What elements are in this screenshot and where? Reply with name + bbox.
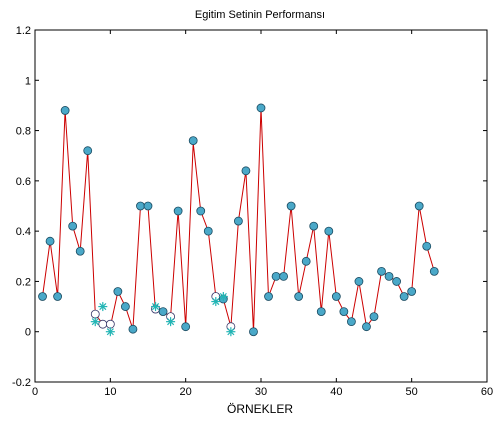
circle-marker xyxy=(392,277,402,286)
circle-marker xyxy=(60,106,70,115)
circle-marker xyxy=(346,317,356,327)
circle-marker xyxy=(173,206,183,216)
x-tick-label: 20 xyxy=(180,386,192,398)
circle-marker xyxy=(264,292,273,301)
circle-marker xyxy=(384,271,394,281)
circle-marker xyxy=(188,136,198,146)
circle-marker xyxy=(203,226,213,236)
x-tick-label: 40 xyxy=(330,386,342,398)
circle-marker xyxy=(256,103,266,113)
x-tick-label: 60 xyxy=(481,386,493,398)
circle-marker xyxy=(38,292,47,301)
circle-marker xyxy=(316,307,326,317)
y-tick-label: 0.2 xyxy=(16,276,31,288)
star-marker xyxy=(98,302,108,312)
y-tick-label: 0.8 xyxy=(16,126,31,138)
circle-marker xyxy=(98,319,108,329)
star-marker xyxy=(105,327,115,337)
circle-marker xyxy=(181,322,191,332)
y-tick-label: 0 xyxy=(25,327,31,339)
circle-marker xyxy=(196,206,206,216)
y-tick-label: 0.4 xyxy=(16,226,31,238)
circle-marker xyxy=(105,319,115,329)
x-tick-label: 10 xyxy=(104,386,116,398)
circle-marker xyxy=(309,221,319,231)
y-tick-label: 0.6 xyxy=(16,176,31,188)
circle-marker xyxy=(249,327,258,337)
circle-marker xyxy=(128,324,138,334)
x-tick-label: 0 xyxy=(32,386,38,398)
circle-marker xyxy=(429,266,439,276)
x-tick-label: 50 xyxy=(406,386,418,398)
circle-marker xyxy=(286,201,296,211)
circle-marker xyxy=(414,201,424,211)
circle-marker xyxy=(45,236,55,246)
circle-marker xyxy=(233,216,243,226)
star-marker xyxy=(151,302,161,312)
star-marker xyxy=(226,327,236,337)
chart-title: Egitim Setinin Performansı xyxy=(195,9,325,21)
star-markers-group xyxy=(90,292,236,337)
circle-marker xyxy=(271,271,281,281)
circle-marker xyxy=(377,266,386,276)
circle-marker xyxy=(422,241,432,251)
circle-marker xyxy=(301,256,311,266)
x-axis-ticks: 0 10 20 30 40 50 60 xyxy=(32,30,493,398)
circle-marker xyxy=(294,292,304,301)
circle-marker xyxy=(68,221,78,231)
circle-marker xyxy=(354,277,364,286)
circle-marker xyxy=(339,307,349,317)
star-marker xyxy=(166,317,176,327)
y-tick-label: -0.2 xyxy=(12,377,31,389)
y-tick-label: 1.2 xyxy=(16,25,31,37)
circle-marker xyxy=(53,292,62,301)
circle-marker xyxy=(241,166,251,176)
circle-marker xyxy=(324,226,334,236)
x-tick-label: 30 xyxy=(255,386,267,398)
circle-marker xyxy=(369,312,379,322)
x-axis-label: ÖRNEKLER xyxy=(227,402,293,416)
circle-marker xyxy=(399,292,409,301)
circle-marker xyxy=(407,287,417,296)
circle-marker xyxy=(143,201,153,211)
star-marker xyxy=(218,292,228,302)
circle-markers-group xyxy=(38,103,439,337)
circle-marker xyxy=(362,322,371,332)
circle-marker xyxy=(331,292,341,301)
circle-marker xyxy=(158,307,168,317)
circle-marker xyxy=(136,201,145,211)
circle-marker xyxy=(121,302,130,311)
circle-marker xyxy=(279,271,289,281)
circle-marker xyxy=(113,287,123,296)
circle-marker xyxy=(90,309,100,319)
star-marker xyxy=(90,317,100,327)
y-tick-label: 1 xyxy=(25,75,31,87)
circle-marker xyxy=(83,146,93,156)
star-marker xyxy=(211,297,221,307)
y-axis-ticks: -0.2 0 0.2 0.4 0.6 0.8 1 1.2 xyxy=(12,25,487,389)
circle-marker xyxy=(75,246,85,256)
